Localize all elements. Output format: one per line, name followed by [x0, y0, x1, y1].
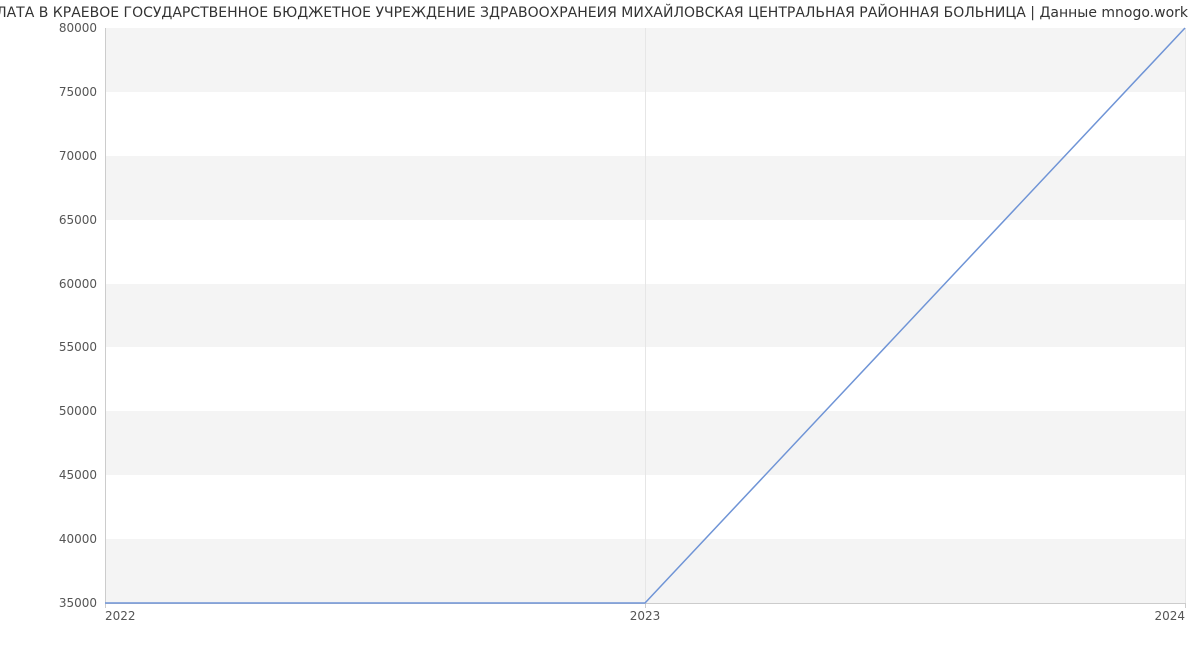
x-gridline: [1185, 28, 1186, 603]
chart-title: ЗАРПЛАТА В КРАЕВОЕ ГОСУДАРСТВЕННОЕ БЮДЖЕ…: [0, 5, 1188, 21]
y-tick-label: 55000: [59, 340, 105, 354]
y-tick-label: 45000: [59, 468, 105, 482]
y-tick-label: 80000: [59, 21, 105, 35]
x-tick-label: 2023: [630, 603, 661, 623]
y-tick-label: 60000: [59, 277, 105, 291]
y-tick-label: 70000: [59, 149, 105, 163]
y-tick-label: 35000: [59, 596, 105, 610]
line-layer: [105, 28, 1185, 603]
x-tick-label: 2022: [105, 603, 136, 623]
series-line-salary: [105, 28, 1185, 603]
x-tick-mark: [1185, 603, 1186, 608]
plot-area: 3500040000450005000055000600006500070000…: [105, 28, 1185, 603]
x-tick-label: 2024: [1154, 603, 1185, 623]
y-tick-label: 40000: [59, 532, 105, 546]
y-tick-label: 75000: [59, 85, 105, 99]
y-tick-label: 65000: [59, 213, 105, 227]
y-tick-label: 50000: [59, 404, 105, 418]
